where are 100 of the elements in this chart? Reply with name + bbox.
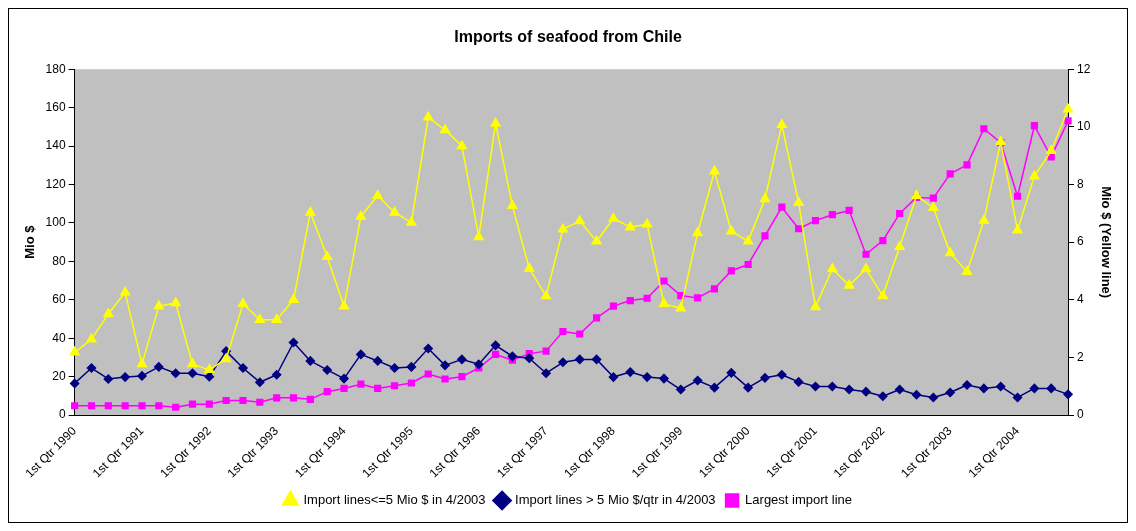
y2-tick-label: 4: [1077, 292, 1085, 307]
point: [608, 212, 619, 222]
point: [424, 370, 432, 378]
point: [172, 403, 180, 411]
point: [323, 388, 331, 396]
y2-tick-label: 8: [1077, 176, 1085, 191]
point: [389, 363, 400, 373]
point: [709, 165, 720, 175]
point: [103, 374, 114, 384]
point: [1029, 383, 1040, 394]
point: [675, 302, 686, 312]
y-tick-label: 140: [45, 138, 66, 153]
point: [355, 210, 366, 220]
y-tick-label: 40: [52, 330, 66, 345]
point: [339, 373, 349, 384]
point: [896, 209, 904, 218]
point: [524, 353, 534, 363]
point: [507, 200, 518, 210]
point: [155, 402, 163, 410]
point: [120, 286, 131, 296]
y2-tick-label: 0: [1077, 407, 1085, 422]
point: [558, 357, 568, 368]
point: [660, 277, 668, 285]
point: [625, 367, 636, 377]
point: [153, 300, 164, 310]
point: [87, 402, 96, 410]
y-tick-label: 20: [52, 369, 66, 383]
point: [306, 395, 314, 403]
point: [137, 371, 147, 381]
point: [187, 368, 198, 378]
point: [237, 298, 249, 308]
point: [643, 294, 651, 302]
point: [154, 362, 164, 372]
point: [357, 380, 365, 388]
point: [458, 373, 466, 381]
point: [271, 313, 282, 323]
point: [962, 380, 972, 390]
point: [793, 377, 804, 387]
point: [372, 190, 383, 199]
point: [1012, 224, 1023, 234]
point: [374, 384, 382, 392]
point: [777, 370, 787, 380]
point: [338, 300, 350, 310]
point: [255, 377, 265, 388]
point: [911, 390, 922, 400]
point: [727, 267, 735, 275]
point: [591, 235, 602, 245]
y-tick-label: 160: [45, 99, 66, 114]
point: [761, 232, 769, 240]
point: [423, 343, 433, 354]
point: [810, 301, 821, 311]
point: [694, 294, 702, 302]
point: [979, 383, 989, 394]
point: [743, 235, 754, 245]
point: [456, 140, 467, 150]
point: [1029, 170, 1040, 180]
y2-tick-label: 10: [1077, 119, 1091, 134]
point: [726, 368, 737, 378]
point: [1062, 103, 1074, 113]
point: [929, 194, 937, 202]
point: [980, 125, 988, 133]
point: [978, 214, 989, 224]
point: [239, 396, 247, 405]
point: [574, 215, 585, 225]
point: [305, 356, 316, 366]
point: [136, 358, 148, 368]
point: [827, 263, 838, 273]
point: [591, 354, 602, 365]
point: [642, 218, 653, 228]
point: [288, 294, 299, 304]
point: [69, 346, 80, 356]
point: [894, 384, 905, 395]
point: [810, 381, 821, 392]
legend-label: Largest import line: [745, 492, 853, 508]
point: [945, 247, 956, 257]
point: [860, 263, 872, 273]
point: [322, 251, 333, 261]
point: [439, 124, 451, 134]
point: [340, 384, 348, 392]
point: [626, 297, 634, 305]
point: [692, 227, 703, 237]
point: [389, 206, 400, 216]
point: [609, 302, 618, 310]
y2-axis-title: Mio $ (Yellow line): [1098, 186, 1114, 299]
point: [121, 402, 129, 410]
point: [256, 398, 264, 406]
point: [104, 402, 112, 410]
point: [322, 365, 332, 375]
point: [120, 372, 130, 382]
chart-title: Imports of seafood from Chile: [454, 28, 682, 46]
point: [473, 231, 484, 241]
point: [710, 285, 719, 293]
y-tick-label: 60: [52, 292, 66, 307]
point: [491, 350, 500, 358]
point: [423, 111, 434, 121]
point: [406, 362, 417, 372]
point: [372, 356, 383, 366]
point: [928, 202, 939, 212]
point: [103, 308, 114, 318]
point: [305, 206, 316, 216]
